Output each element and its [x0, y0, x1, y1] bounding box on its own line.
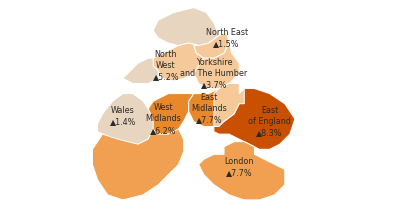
Polygon shape [194, 33, 229, 58]
Polygon shape [92, 129, 184, 200]
Polygon shape [98, 94, 153, 144]
Polygon shape [189, 84, 239, 126]
Text: West
Midlands
▲6.2%: West Midlands ▲6.2% [146, 103, 181, 135]
Polygon shape [143, 94, 194, 134]
Polygon shape [123, 58, 158, 84]
Polygon shape [224, 142, 254, 159]
Polygon shape [214, 89, 295, 149]
Text: North East
▲1.5%: North East ▲1.5% [206, 28, 248, 48]
Polygon shape [214, 84, 244, 126]
Text: East
Midlands
▲7.7%: East Midlands ▲7.7% [191, 93, 227, 124]
Polygon shape [194, 43, 239, 89]
Text: North
West
▲5.2%: North West ▲5.2% [152, 50, 179, 81]
Polygon shape [153, 43, 204, 81]
Text: East
of England
▲8.3%: East of England ▲8.3% [248, 106, 291, 137]
Text: Wales
▲1.4%: Wales ▲1.4% [110, 106, 136, 126]
Text: Yorkshire
and The Humber
▲3.7%: Yorkshire and The Humber ▲3.7% [180, 58, 248, 89]
Text: London
▲7.7%: London ▲7.7% [224, 157, 254, 177]
Polygon shape [199, 142, 285, 200]
Polygon shape [153, 8, 219, 46]
